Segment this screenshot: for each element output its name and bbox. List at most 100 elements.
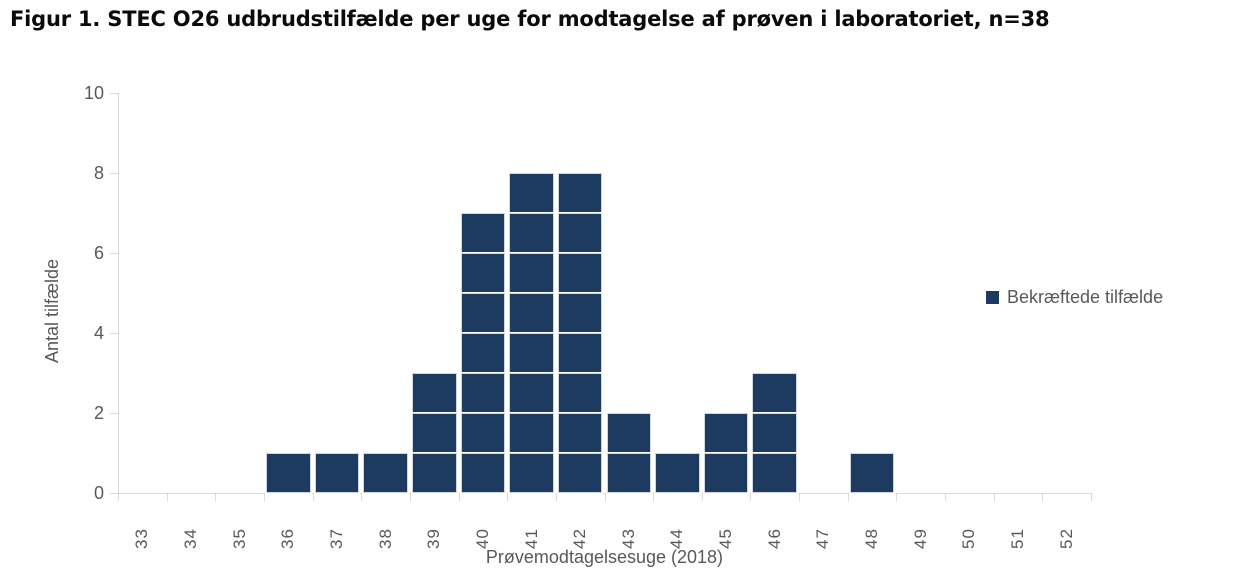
bar-cell [556,372,604,414]
bar-week-41 [508,172,555,494]
bar-week-48 [848,452,896,494]
x-axis-tick [896,494,898,501]
bar-cell [459,412,507,454]
bar-week-43 [605,412,653,494]
bar-cell [605,412,653,454]
x-tick-label: 38 [375,528,395,549]
bar-week-36 [264,452,312,494]
bar-cell [508,252,555,294]
x-tick-label: 36 [278,528,298,549]
bar-cell [362,452,409,494]
bar-cell [556,292,604,334]
x-tick-label: 40 [472,528,492,549]
x-axis-tick [1042,494,1044,501]
figure-title: Figur 1. STEC O26 udbrudstilfælde per ug… [10,7,1050,31]
bar-cell [556,172,604,214]
bar-week-44 [654,452,701,494]
x-axis-tick [701,494,703,501]
bar-week-42 [556,172,604,494]
bar-cell [702,452,750,494]
bar-cell [264,452,312,494]
bar-cell [508,332,555,374]
legend-swatch-bekraeftede [986,291,999,304]
x-axis-tick [215,494,217,501]
x-axis-title: Prøvemodtagelsesuge (2018) [485,547,724,567]
bar-cell [751,452,799,494]
x-axis-tick [604,494,606,501]
bar-cell [654,452,701,494]
x-tick-label: 35 [229,528,249,549]
bar-cell [459,292,507,334]
bar-cell [459,252,507,294]
x-axis-tick [1091,494,1092,501]
y-axis-tick [110,93,118,94]
x-axis-tick [847,494,849,501]
x-axis-tick [993,494,995,501]
x-tick-label: 43 [618,528,638,549]
y-axis-tick [110,413,118,414]
y-tick-label: 2 [93,403,104,423]
x-tick-label: 51 [1008,528,1028,549]
bar-cell [410,412,458,454]
bar-cell [508,412,555,454]
x-axis-tick [118,494,119,501]
x-tick-label: 49 [910,528,930,549]
bar-week-37 [313,452,361,494]
bar-cell [556,412,604,454]
x-tick-label: 46 [764,528,784,549]
x-tick-label: 50 [959,528,979,549]
x-axis-tick [263,494,265,501]
legend-label: Bekræftede tilfælde [1007,287,1164,307]
x-axis-line [118,493,1092,494]
x-axis-tick [555,494,557,501]
bar-cell [848,452,896,494]
bar-cell [410,452,458,494]
x-tick-label: 39 [424,528,444,549]
x-axis-tick [653,494,655,501]
x-tick-label: 48 [862,528,882,549]
x-axis-tick [799,494,801,501]
bar-cell [459,452,507,494]
x-axis-tick [361,494,363,501]
bar-cell [751,412,799,454]
y-axis-tick [110,493,118,494]
x-tick-label: 47 [813,528,833,549]
y-axis-line [118,93,119,494]
x-axis-tick [166,494,168,501]
x-tick-label: 42 [570,528,590,549]
bar-cell [751,372,799,414]
bar-cell [508,372,555,414]
bar-cell [313,452,361,494]
bar-week-38 [362,452,409,494]
bar-cell [702,412,750,454]
bar-cell [605,452,653,494]
bar-cell [556,452,604,494]
y-tick-label: 0 [93,483,104,503]
x-axis-tick [458,494,460,501]
y-tick-label: 6 [93,243,104,263]
x-tick-label: 33 [132,528,152,549]
bar-cell [459,212,507,254]
x-axis-tick [312,494,314,501]
x-tick-label: 52 [1056,528,1076,549]
x-tick-label: 37 [326,528,346,549]
bar-cell [410,372,458,414]
bar-cell [556,332,604,374]
bar-cell [508,292,555,334]
x-axis-tick [409,494,411,501]
bar-cell [459,332,507,374]
y-axis-tick [110,253,118,254]
bar-cell [508,452,555,494]
x-tick-label: 45 [716,528,736,549]
x-axis-tick [750,494,752,501]
bar-cell [459,372,507,414]
x-tick-label: 41 [521,528,541,549]
y-tick-label: 8 [93,163,104,183]
bar-week-39 [410,372,458,494]
x-axis-tick [945,494,947,501]
bar-cell [508,172,555,214]
x-axis-tick [507,494,509,501]
bar-cell [508,212,555,254]
y-axis-tick [110,333,118,334]
